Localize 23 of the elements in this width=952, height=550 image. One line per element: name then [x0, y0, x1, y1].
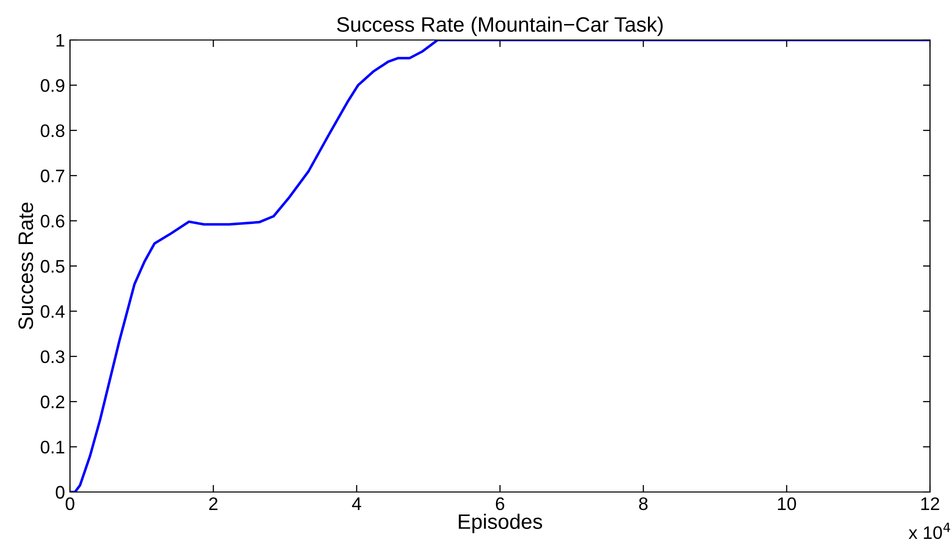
x-tick-label: 10 [778, 497, 796, 510]
text: x 10$^{4}$ [908, 522, 950, 540]
x-tick-label: 12 [921, 497, 940, 510]
x-tick-label: 4 [352, 498, 362, 510]
y-tick-label: 0.5 [40, 260, 64, 273]
y-tick-label: 0.7 [40, 170, 64, 182]
y-tick-label: 0.3 [40, 350, 64, 364]
x-tick-label: 2 [209, 497, 218, 510]
chart-title: Success Rate (Mountain−Car Task) [337, 16, 663, 36]
y-tick-label: 0.9 [40, 79, 64, 92]
y-tick-label: 0 [56, 486, 64, 499]
y-tick-label: 0.2 [40, 396, 64, 408]
y-tick-label: 0.6 [40, 214, 64, 228]
y-tick-label: 0.1 [40, 440, 64, 454]
y-axis-title: Success Rate [18, 202, 34, 330]
y-tick-label: 1 [56, 34, 64, 47]
x-tick-label: 0 [66, 497, 74, 510]
x-axis-title: Episodes [458, 514, 542, 534]
x-tick-label: 6 [496, 497, 504, 510]
x-tick-label: 8 [639, 497, 648, 510]
y-tick-label: 0.4 [40, 305, 65, 318]
line-series [70, 40, 930, 492]
y-tick-label: 0.8 [40, 124, 64, 138]
